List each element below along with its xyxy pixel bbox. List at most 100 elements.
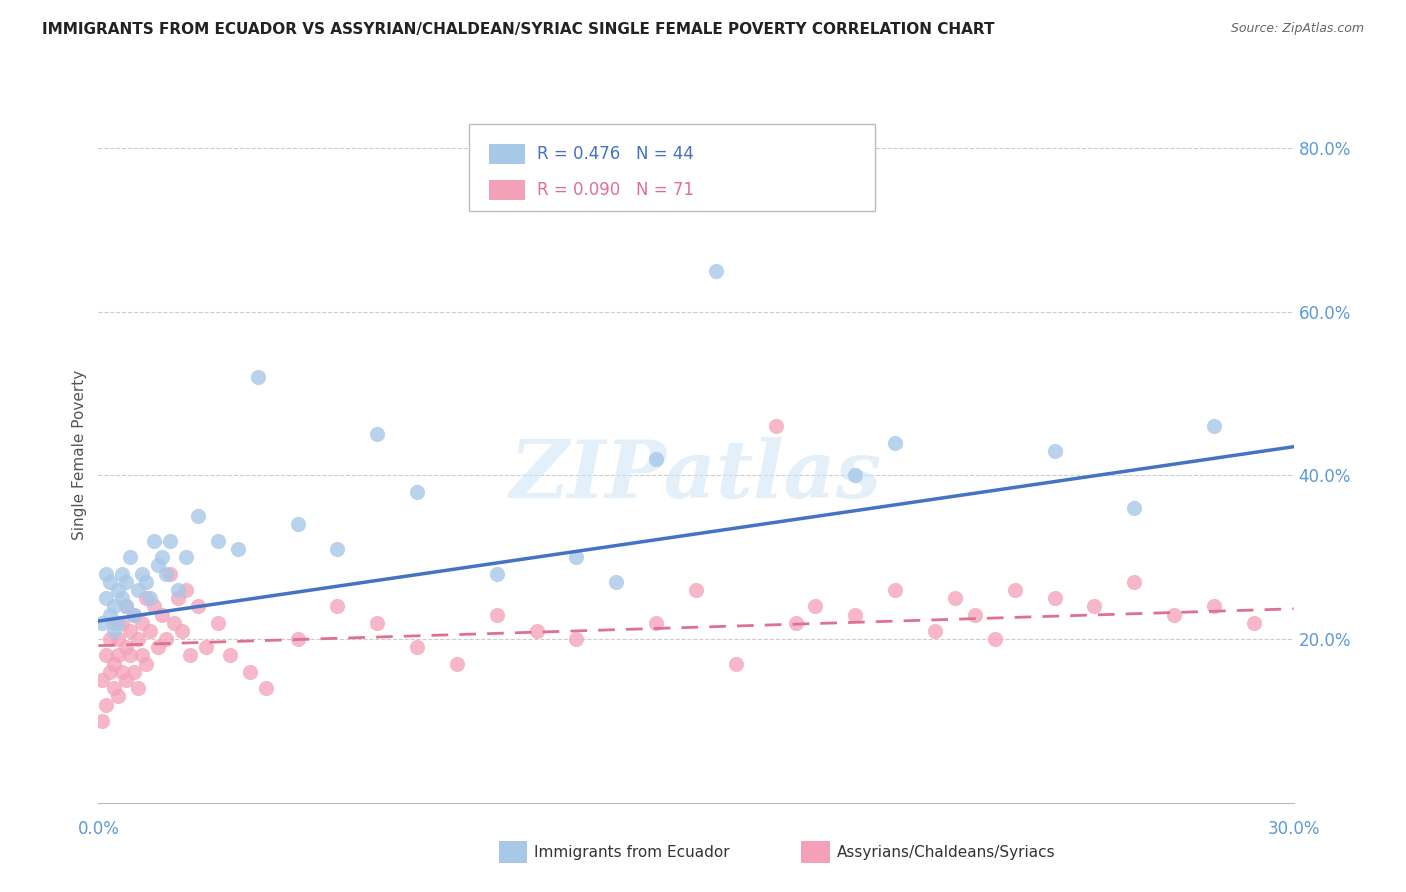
Point (246, 370, 269, 384)
Point (326, 599, 349, 614)
Point (207, 615, 229, 630)
Point (187, 509, 209, 524)
Point (1163, 607, 1185, 622)
Point (172, 624, 194, 638)
Point (148, 558, 170, 573)
Point (179, 648, 201, 663)
Point (1123, 574, 1146, 589)
Point (115, 599, 138, 614)
Point (127, 632, 149, 646)
Point (943, 591, 966, 606)
Point (565, 550, 588, 565)
Point (884, 435, 907, 450)
Point (207, 533, 229, 548)
Text: R = 0.090   N = 71: R = 0.090 N = 71 (537, 181, 695, 199)
Y-axis label: Single Female Poverty: Single Female Poverty (72, 370, 87, 540)
Point (485, 566, 508, 581)
Point (150, 607, 173, 622)
Point (159, 533, 181, 548)
Point (645, 615, 668, 630)
Point (120, 624, 142, 638)
Point (96, 698, 118, 712)
Text: Assyrians/Chaldeans/Syriacs: Assyrians/Chaldeans/Syriacs (837, 846, 1054, 860)
Point (103, 681, 125, 696)
Text: ZIPatlas: ZIPatlas (510, 437, 882, 515)
Point (1202, 419, 1225, 434)
Point (103, 657, 125, 671)
Point (1043, 591, 1066, 606)
Point (98, 665, 122, 679)
Point (107, 648, 129, 663)
Point (98, 607, 122, 622)
Point (98, 632, 122, 646)
Point (131, 648, 153, 663)
Point (115, 673, 138, 687)
Point (103, 615, 125, 630)
Point (150, 550, 173, 565)
Point (115, 640, 138, 655)
Point (107, 690, 129, 704)
Point (406, 484, 429, 499)
Point (1123, 501, 1146, 516)
Point (124, 607, 146, 622)
Point (704, 264, 727, 278)
Point (194, 640, 218, 655)
Point (135, 657, 157, 671)
Point (526, 624, 548, 638)
Point (254, 681, 277, 696)
Text: Immigrants from Ecuador: Immigrants from Ecuador (534, 846, 730, 860)
Point (155, 566, 177, 581)
Point (135, 574, 157, 589)
Point (219, 648, 242, 663)
Point (226, 542, 249, 557)
Point (155, 632, 177, 646)
Point (127, 681, 149, 696)
Point (91, 714, 114, 728)
Point (159, 566, 181, 581)
Point (785, 615, 807, 630)
Point (287, 632, 309, 646)
Point (120, 550, 142, 565)
Point (239, 665, 262, 679)
Bar (489, 144, 524, 164)
Point (287, 517, 309, 532)
Point (1083, 599, 1105, 614)
Point (96, 648, 118, 663)
Point (963, 607, 986, 622)
Point (98, 574, 122, 589)
Text: Source: ZipAtlas.com: Source: ZipAtlas.com (1230, 22, 1364, 36)
Point (107, 632, 129, 646)
Point (96, 566, 118, 581)
Text: 30.0%: 30.0% (1267, 820, 1320, 838)
Point (107, 615, 129, 630)
Point (485, 607, 508, 622)
Point (1202, 599, 1225, 614)
Point (103, 624, 125, 638)
Point (174, 582, 197, 597)
Point (167, 591, 190, 606)
Text: IMMIGRANTS FROM ECUADOR VS ASSYRIAN/CHALDEAN/SYRIAC SINGLE FEMALE POVERTY CORREL: IMMIGRANTS FROM ECUADOR VS ASSYRIAN/CHAL… (42, 22, 994, 37)
Point (111, 665, 134, 679)
Point (131, 566, 153, 581)
Point (167, 582, 190, 597)
Point (148, 640, 170, 655)
FancyBboxPatch shape (470, 124, 875, 211)
Point (1243, 615, 1265, 630)
Point (124, 665, 146, 679)
Point (645, 452, 668, 467)
Point (804, 599, 827, 614)
Point (884, 582, 907, 597)
Point (844, 468, 866, 483)
Point (143, 533, 166, 548)
Point (115, 574, 138, 589)
Bar (489, 179, 524, 201)
Point (91, 615, 114, 630)
Point (139, 591, 162, 606)
Point (135, 591, 157, 606)
Point (96, 591, 118, 606)
Point (446, 657, 468, 671)
Point (1004, 582, 1026, 597)
Point (565, 632, 588, 646)
Point (685, 582, 707, 597)
Point (139, 624, 162, 638)
